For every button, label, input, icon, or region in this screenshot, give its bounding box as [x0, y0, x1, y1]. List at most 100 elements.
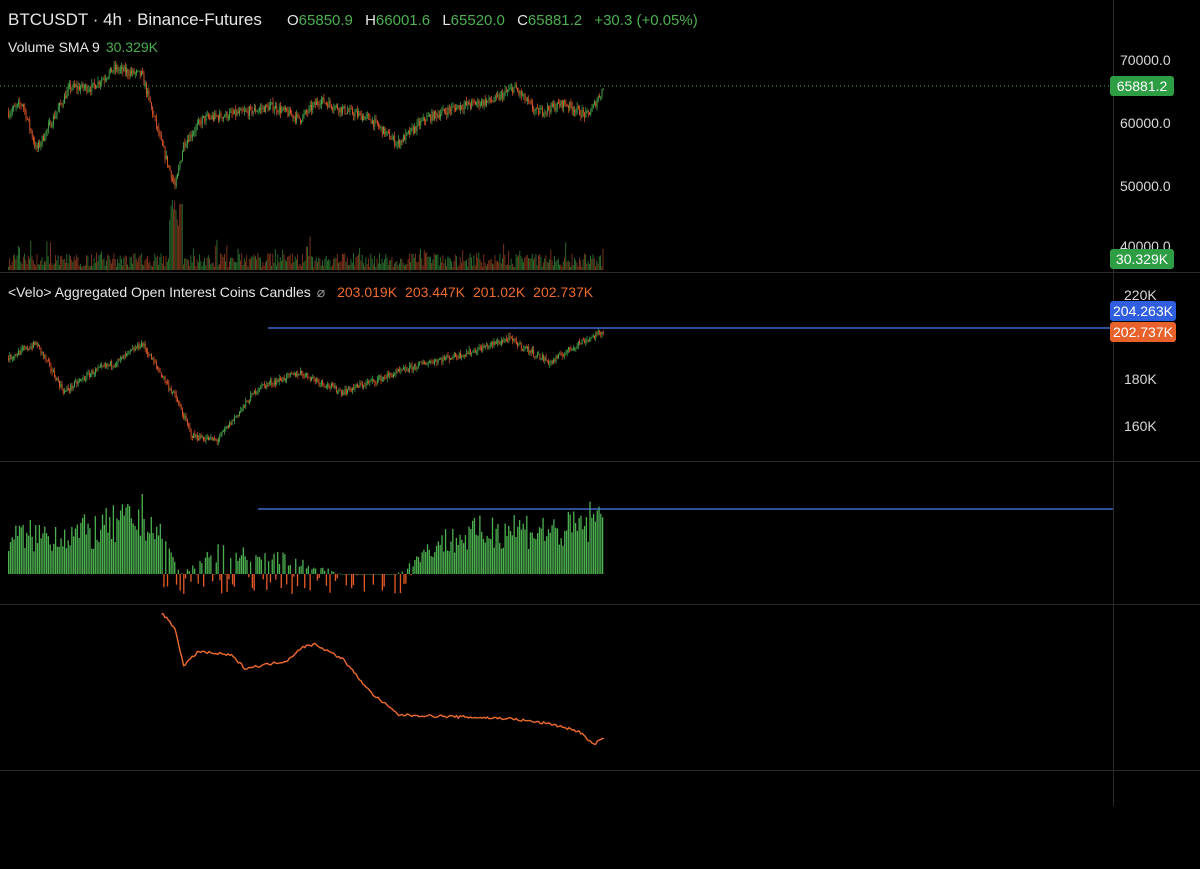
price-candle [499, 91, 501, 102]
volume-bar [442, 255, 444, 270]
oi-candle [523, 345, 525, 352]
oi-close: 202.737K [533, 284, 594, 300]
price-candle [106, 77, 108, 83]
funding-bar [517, 526, 519, 574]
funding-bar [170, 552, 172, 574]
price-candle [216, 115, 218, 118]
funding-bar [354, 574, 356, 575]
volume-bar [534, 257, 536, 270]
volume-bar [436, 254, 438, 270]
price-candle [400, 139, 402, 149]
price-candle [265, 104, 267, 114]
funding-bar [71, 526, 73, 574]
volume-bar [214, 266, 215, 270]
volume-bar [405, 264, 407, 270]
funding-bar [327, 568, 329, 574]
price-candle [349, 104, 351, 116]
price-candle [549, 105, 551, 118]
oi-candle [411, 361, 413, 374]
symbol-title[interactable]: BTCUSDT · 4h · Binance-Futures [8, 10, 262, 29]
price-candle [146, 81, 147, 98]
time-axis[interactable]: Jul 12 Aug 12 Sep 12 Oct 12 [378, 833, 586, 850]
funding-bar [145, 540, 147, 574]
funding-bar [255, 555, 257, 574]
oi-candle [580, 342, 582, 345]
oi-candle [492, 340, 494, 349]
volume-bar [108, 255, 110, 270]
chart-canvas[interactable]: BTCUSDT · 4h · Binance-Futures O65850.9 … [0, 0, 1200, 806]
oi-candle [493, 338, 495, 348]
funding-bar [168, 548, 170, 574]
funding-bar [20, 527, 22, 574]
funding-bar [367, 574, 369, 575]
oi-axis[interactable]: 220K 180K 160K 204.263K 202.737K [1110, 287, 1176, 434]
oi-candle [482, 343, 484, 353]
oi-candle [508, 332, 510, 344]
volume-bar [294, 256, 296, 270]
price-candle [414, 122, 415, 135]
price-candle [348, 107, 350, 113]
annotation-price-correction: Price correction [586, 833, 698, 850]
funding-bar [416, 556, 418, 574]
funding-bar [334, 574, 337, 581]
oi-candle [417, 361, 419, 370]
volume-bar [115, 266, 117, 270]
volume-bar [385, 254, 387, 270]
funding-bar [298, 566, 300, 574]
price-candle [100, 80, 101, 90]
funding-bar [78, 537, 80, 574]
oi-candle [271, 377, 273, 388]
cvd-tick: −40K [158, 833, 192, 849]
volume-bar [428, 256, 430, 270]
volume-bar [370, 253, 372, 270]
funding-bar [372, 574, 375, 585]
volume-bar [255, 256, 256, 270]
oi-candle [405, 364, 407, 373]
funding-bar [42, 533, 44, 574]
h-label: H [365, 12, 376, 29]
volume-bar [518, 255, 519, 270]
funding-bar [529, 532, 532, 574]
funding-axis[interactable]: 0.02 0 0.012 0.0109 [616, 813, 758, 830]
price-candle [542, 105, 543, 118]
oi-candle [543, 354, 545, 363]
oi-candle [512, 335, 514, 344]
funding-bar [8, 551, 10, 574]
oi-candle [366, 378, 368, 386]
volume-bar [16, 255, 18, 270]
price-candle [296, 110, 298, 125]
volume-bar [226, 245, 228, 270]
volume-bar [562, 261, 564, 270]
price-candle [426, 112, 428, 122]
funding-bar [174, 561, 176, 574]
funding-bar [161, 538, 163, 574]
funding-bar [296, 574, 299, 587]
price-candle [347, 106, 348, 115]
oi-candle [528, 344, 530, 355]
funding-bar [544, 540, 546, 574]
volume-bar [421, 258, 423, 270]
price-candle [573, 106, 574, 117]
funding-bar [273, 553, 275, 574]
price-candle [486, 97, 487, 108]
oi-candle [345, 385, 347, 396]
oi-candle [268, 380, 270, 387]
volume-bar [554, 256, 555, 270]
price-candle [54, 111, 56, 120]
funding-bar [51, 550, 53, 574]
oi-candle [13, 355, 15, 361]
price-candle [339, 107, 341, 118]
volume-bar [211, 262, 213, 270]
annotation-cvd-same: Same thing? [203, 851, 294, 868]
oi-candle [290, 372, 291, 378]
price-candle [302, 113, 304, 123]
price-candle [530, 98, 532, 105]
volume-bar [592, 254, 594, 270]
oi-candle [223, 429, 224, 432]
funding-bar [233, 574, 235, 587]
price-axis[interactable]: 70000.0 60000.0 50000.0 40000.0 65881.2 … [1110, 52, 1174, 269]
price-candle [458, 104, 460, 111]
cvd-axis[interactable]: −30K −40K −50K −60K −70K -62.357K [121, 833, 378, 850]
volume-bar [174, 200, 176, 270]
